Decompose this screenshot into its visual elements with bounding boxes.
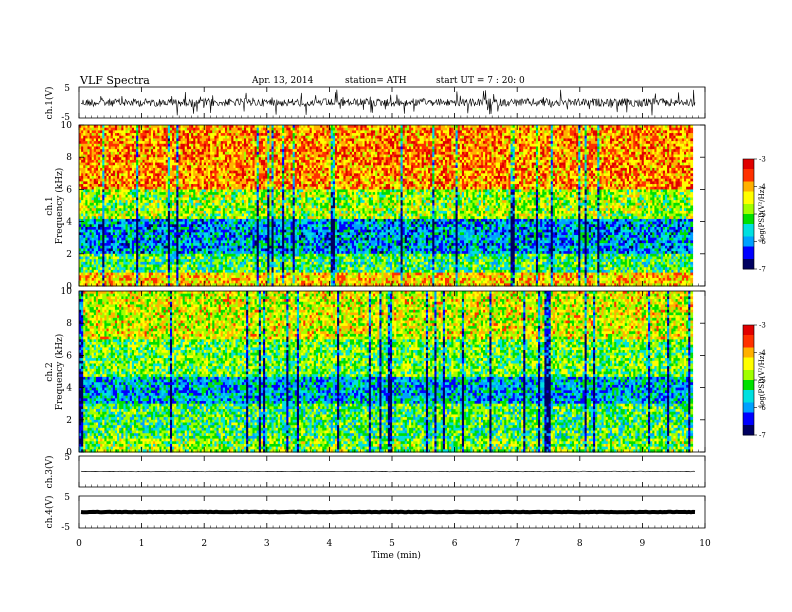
ch1-ytick-top: 5 [64, 84, 70, 94]
start-time-label: start UT = 7 : 20: 0 [436, 76, 525, 86]
ch1-spectrogram-image [79, 125, 693, 287]
figure: VLF Spectra Apr. 13, 2014 station= ATH s… [0, 0, 792, 612]
station-label: station= ATH [345, 76, 407, 86]
ch1-waveform-panel: 5 -5 ch.1(V) [44, 84, 705, 123]
ch1-waveform-line [81, 90, 695, 116]
date-label: Apr. 13, 2014 [251, 76, 314, 86]
figure-title: VLF Spectra [79, 74, 150, 87]
ch1-waveform-ylabel: ch.1(V) [44, 87, 55, 120]
